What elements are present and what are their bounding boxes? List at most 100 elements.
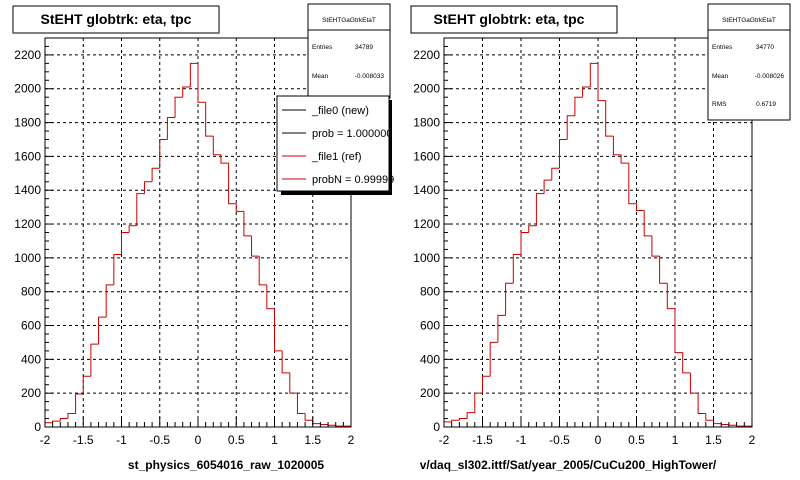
histogram-bin (44, 422, 53, 427)
legend-box (276, 95, 390, 192)
stats-mean-value: -0.008033 (355, 73, 385, 80)
histogram-bin (559, 138, 568, 169)
histogram-bin (243, 211, 252, 237)
axes: 0 200 400 600 800 1000 1200 1400 1600 1800 2000 220… (14, 45, 355, 447)
x-tick-label: -1.5 (472, 433, 493, 447)
histogram-bin (551, 167, 560, 181)
stats-name: StEHTGaGtrkEtaT (322, 17, 376, 24)
histogram-bin (636, 203, 645, 212)
histogram-bin (304, 413, 313, 421)
histogram-panel-right: 0 200 400 600 800 1000 1200 1400 1600 1800 2000 220… (410, 3, 791, 472)
histogram-bin (105, 284, 114, 318)
histogram-bin (574, 96, 583, 116)
histogram-bin (705, 413, 714, 421)
histogram-bin (182, 86, 191, 98)
histogram-bin (327, 424, 336, 426)
histogram-bin (205, 102, 214, 137)
y-tick-label: 600 (420, 319, 440, 333)
histogram-bin (720, 423, 729, 425)
x-tick-label: 0.5 (628, 433, 645, 447)
histogram-bin (82, 375, 91, 395)
stats-rms-value: 0.6719 (756, 101, 776, 108)
y-tick-label: 1600 (14, 149, 41, 163)
histogram-bin (197, 63, 206, 103)
grid-lines (444, 38, 752, 427)
histogram-bin (520, 232, 529, 255)
histogram-bin (289, 372, 298, 394)
histogram-bin (212, 136, 221, 156)
y-tick-label: 400 (420, 352, 440, 366)
histogram-bin (620, 154, 629, 164)
histogram-bin (266, 284, 275, 310)
x-tick-label: 1.5 (304, 433, 321, 447)
histogram-bin (566, 115, 575, 140)
histogram-bin (281, 350, 290, 374)
y-tick-label: 600 (21, 319, 41, 333)
legend: _file0 (new) prob = 1.000000 _file1 (ref… (276, 95, 394, 195)
histogram-bin (312, 420, 321, 425)
x-tick-label: -2 (40, 433, 51, 447)
y-tick-label: 2200 (413, 48, 440, 62)
histogram-bin (166, 116, 176, 140)
histogram-panel-left: 0 200 400 600 800 1000 1200 1400 1600 1800 2000 220… (12, 3, 394, 472)
title-box (12, 5, 220, 34)
histogram-bin (643, 210, 652, 237)
y-tick-label: 1000 (14, 251, 41, 265)
x-tick-label: -1 (116, 433, 127, 447)
histogram-bin (713, 420, 722, 425)
x-tick-label: -0.5 (149, 433, 170, 447)
y-tick-label: 1200 (413, 217, 440, 231)
histogram-bin (689, 372, 699, 394)
grid-lines (45, 38, 351, 427)
histogram-bin (612, 136, 622, 156)
y-tick-label: 2000 (14, 82, 41, 96)
histogram-bin (474, 392, 483, 413)
histogram-bin (466, 412, 475, 419)
histogram-bin (174, 96, 183, 118)
y-tick-label: 0 (433, 420, 440, 434)
chart-title: StEHT globtrk: eta, tpc (434, 11, 585, 27)
histogram-bin (220, 154, 229, 164)
legend-label-probn: probN = 0.99999 (312, 174, 394, 186)
x-tick-label: 0 (595, 433, 602, 447)
histogram-bin (258, 256, 267, 286)
histogram-bin (251, 235, 260, 257)
histogram-bin (121, 232, 130, 255)
histogram-bin (543, 179, 552, 194)
stats-entries-label: Entries (712, 44, 733, 51)
histogram-bin (505, 282, 514, 316)
y-tick-label: 1800 (14, 116, 41, 130)
histogram-bin (274, 308, 283, 352)
histogram-bin (228, 163, 237, 205)
histogram-bin (159, 138, 168, 169)
histogram-bin (75, 393, 84, 414)
x-tick-label: -0.5 (549, 433, 570, 447)
legend-label-prob: prob = 1.000000 (312, 128, 392, 140)
histogram-bin (666, 283, 675, 310)
axes: 0 200 400 600 800 1000 1200 1400 1600 1800 2000 220… (413, 45, 756, 447)
histogram-bin (52, 420, 61, 423)
histogram-bin (151, 167, 160, 182)
x-axis-label: v/daq_sl302.ittf/Sat/year_2005/CuCu200_H… (420, 458, 717, 472)
histogram-bin (651, 235, 660, 257)
histogram-bin (674, 308, 683, 354)
y-tick-label: 1400 (14, 183, 41, 197)
histogram-bin (605, 100, 614, 137)
title-box (410, 5, 618, 34)
x-tick-label: 0 (195, 433, 202, 447)
histogram-bin (589, 62, 598, 88)
histogram-bin (682, 352, 691, 374)
y-tick-label: 400 (21, 352, 41, 366)
histogram-bin (458, 418, 468, 421)
stats-mean-label: Mean (712, 73, 729, 80)
stats-rms-label: RMS (712, 101, 727, 108)
chart-title: StEHT globtrk: eta, tpc (41, 11, 192, 27)
x-tick-label: 1 (271, 433, 278, 447)
stats-box (307, 3, 391, 99)
histogram-bin (489, 341, 498, 377)
y-tick-label: 1600 (413, 149, 440, 163)
histogram-bin (296, 393, 306, 414)
histogram-bin (90, 343, 99, 377)
histogram-series (44, 62, 351, 427)
